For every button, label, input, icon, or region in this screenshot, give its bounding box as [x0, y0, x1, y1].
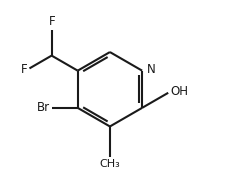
Text: F: F — [21, 63, 28, 76]
Text: Br: Br — [37, 101, 50, 114]
Text: OH: OH — [171, 85, 189, 98]
Text: N: N — [146, 63, 155, 76]
Text: F: F — [49, 15, 56, 28]
Text: CH₃: CH₃ — [99, 159, 120, 169]
